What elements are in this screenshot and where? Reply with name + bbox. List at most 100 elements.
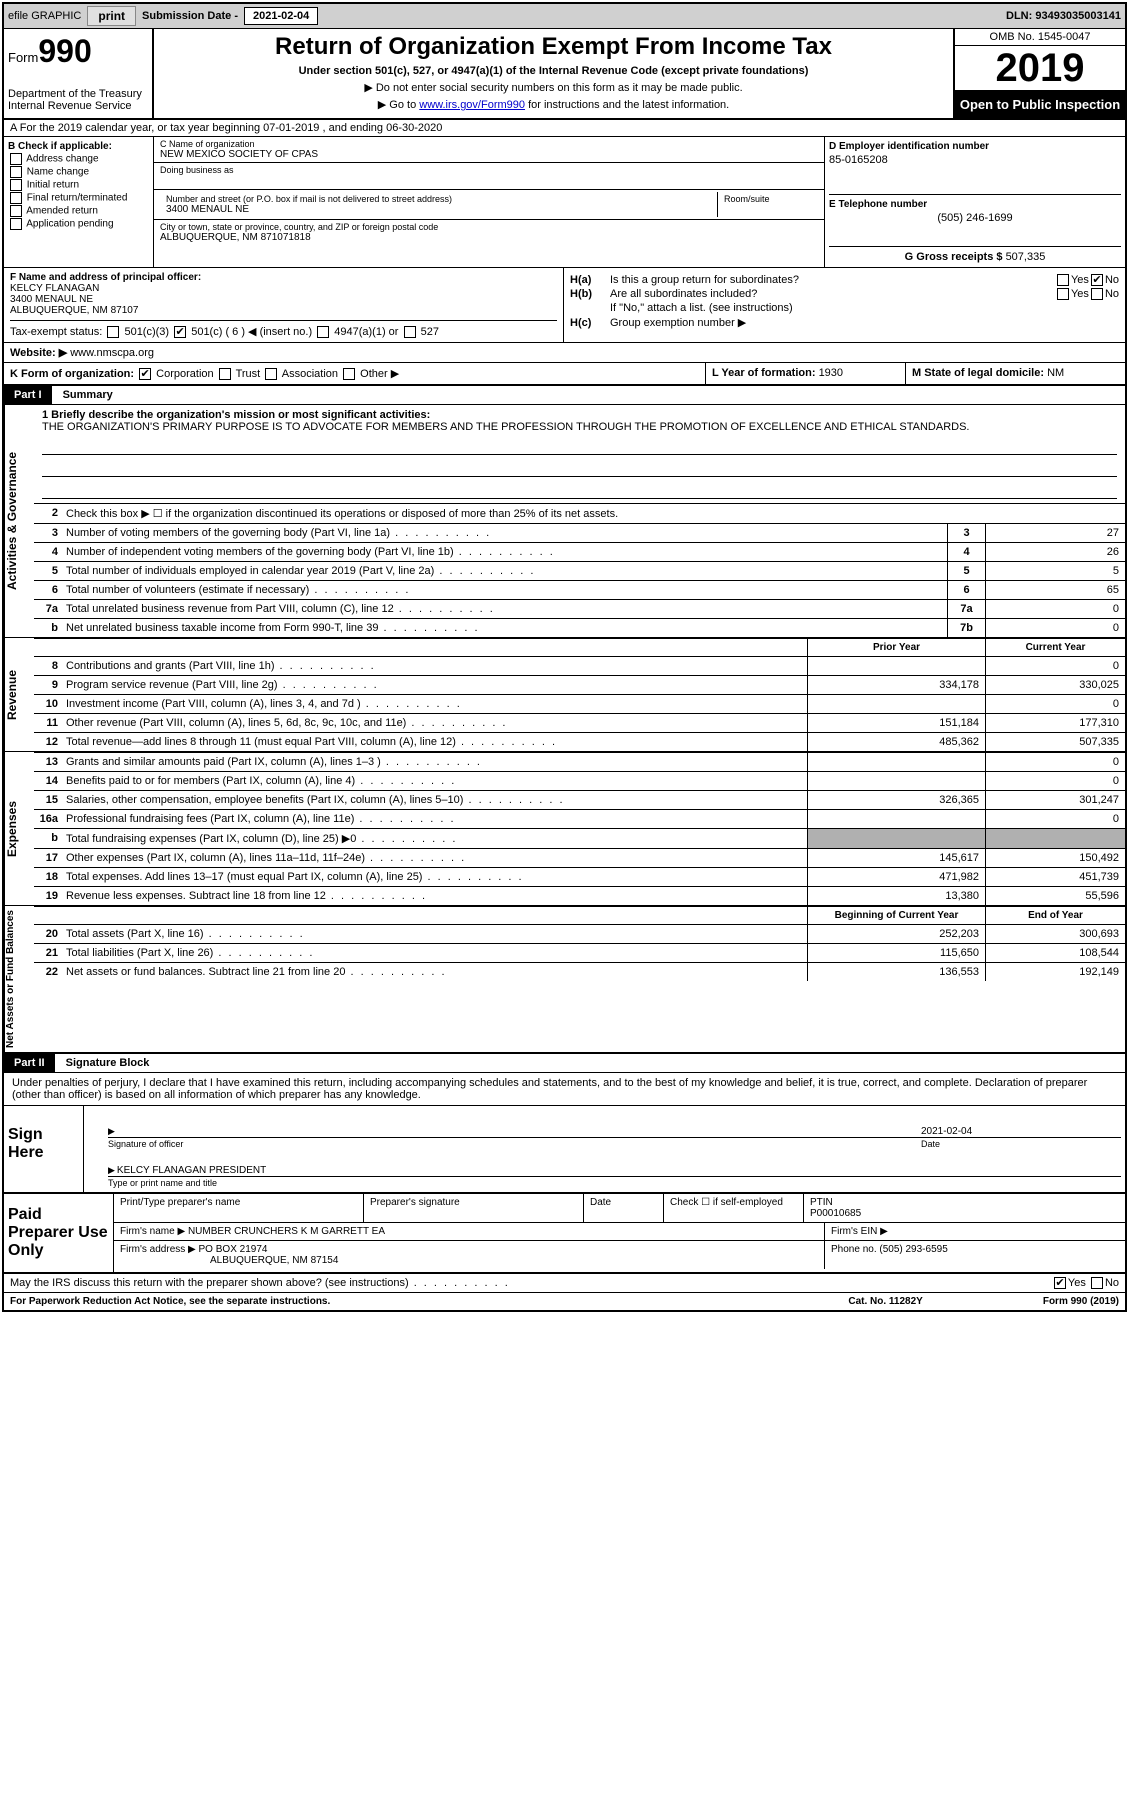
paid-fields: Print/Type preparer's name Preparer's si… xyxy=(114,1194,1125,1272)
k-right: M State of legal domicile: NM xyxy=(905,363,1125,384)
data-row: 15 Salaries, other compensation, employe… xyxy=(34,790,1125,809)
data-row: 19 Revenue less expenses. Subtract line … xyxy=(34,886,1125,905)
c-suite: Room/suite xyxy=(718,192,818,217)
net-header: Beginning of Current Year End of Year xyxy=(34,906,1125,924)
opt-d: 527 xyxy=(421,326,439,338)
line2-text: Check this box ▶ ☐ if the organization d… xyxy=(62,504,1125,523)
data-row: 18 Total expenses. Add lines 13–17 (must… xyxy=(34,867,1125,886)
cb-corp[interactable] xyxy=(139,368,151,380)
c-dba-lbl: Doing business as xyxy=(160,165,818,175)
cb-pending[interactable]: Application pending xyxy=(8,218,149,230)
col-c: C Name of organization NEW MEXICO SOCIET… xyxy=(154,137,825,267)
c-street-lbl: Number and street (or P.O. box if mail i… xyxy=(166,194,711,204)
j-val: www.nmscpa.org xyxy=(70,347,154,359)
firm-ein-lbl: Firm's EIN ▶ xyxy=(825,1223,1125,1240)
discuss-yes[interactable] xyxy=(1054,1277,1066,1289)
cb-527[interactable] xyxy=(404,326,416,338)
cb-501c3[interactable] xyxy=(107,326,119,338)
section-bcd: B Check if applicable: Address change Na… xyxy=(4,137,1125,268)
prep-date-lbl: Date xyxy=(584,1194,664,1222)
hb-yes[interactable] xyxy=(1057,288,1069,300)
row-k: K Form of organization: Corporation Trus… xyxy=(4,363,1125,386)
cb-name-lbl: Name change xyxy=(27,167,89,178)
col-b: B Check if applicable: Address change Na… xyxy=(4,137,154,267)
sig-name-lbl: Type or print name and title xyxy=(108,1178,1121,1188)
end-hdr: End of Year xyxy=(985,907,1125,924)
cb-address[interactable]: Address change xyxy=(8,153,149,165)
gov-row: 5 Total number of individuals employed i… xyxy=(34,561,1125,580)
c-name: NEW MEXICO SOCIETY OF CPAS xyxy=(160,149,818,160)
paperwork-text: For Paperwork Reduction Act Notice, see … xyxy=(10,1296,330,1307)
part2-title: Signature Block xyxy=(58,1057,150,1069)
paid-row-3: Firm's address ▶ PO BOX 21974ALBUQUERQUE… xyxy=(114,1241,1125,1269)
dept-label: Department of the Treasury Internal Reve… xyxy=(8,88,148,112)
irs-link[interactable]: www.irs.gov/Form990 xyxy=(419,99,525,111)
d-phone-lbl: E Telephone number xyxy=(829,199,1121,210)
firm-addr1: PO BOX 21974 xyxy=(199,1244,268,1255)
submission-label: Submission Date - xyxy=(142,10,238,22)
cb-initial[interactable]: Initial return xyxy=(8,179,149,191)
firm-phone: (505) 293-6595 xyxy=(879,1244,947,1255)
c-dba-row: Doing business as xyxy=(154,163,824,190)
paid-row-1: Print/Type preparer's name Preparer's si… xyxy=(114,1194,1125,1223)
prep-check: Check ☐ if self-employed xyxy=(664,1194,804,1222)
ha-no[interactable] xyxy=(1091,274,1103,286)
sign-fields: 2021-02-04 Signature of officerDate KELC… xyxy=(84,1106,1125,1192)
sign-here-block: Sign Here 2021-02-04 Signature of office… xyxy=(4,1106,1125,1194)
cb-501c[interactable] xyxy=(174,326,186,338)
form-word: Form xyxy=(8,50,38,65)
hb-no[interactable] xyxy=(1091,288,1103,300)
rev-header: Prior Year Current Year xyxy=(34,638,1125,656)
cb-4947[interactable] xyxy=(317,326,329,338)
tax-year: 2019 xyxy=(955,46,1125,91)
d-gross: G Gross receipts $ 507,335 xyxy=(829,246,1121,263)
sign-here-lbl: Sign Here xyxy=(4,1106,84,1192)
cb-final-lbl: Final return/terminated xyxy=(27,193,128,204)
m-val: NM xyxy=(1047,367,1064,379)
gov-section: Activities & Governance 1 Briefly descri… xyxy=(4,405,1125,638)
hb-text: Are all subordinates included? xyxy=(610,288,1055,300)
net-section: Net Assets or Fund Balances Beginning of… xyxy=(4,906,1125,1054)
k-mid: L Year of formation: 1930 xyxy=(705,363,905,384)
cb-other[interactable] xyxy=(343,368,355,380)
cb-assoc[interactable] xyxy=(265,368,277,380)
cb-amended-lbl: Amended return xyxy=(26,206,98,217)
gov-tab: Activities & Governance xyxy=(4,405,34,637)
form-number: 990 xyxy=(38,33,91,69)
cb-trust[interactable] xyxy=(219,368,231,380)
prior-hdr: Prior Year xyxy=(807,639,985,656)
print-button[interactable]: print xyxy=(87,6,136,26)
sig-officer-lbl: Signature of officer xyxy=(108,1139,183,1149)
opt-a: 501(c)(3) xyxy=(124,326,169,338)
cb-final[interactable]: Final return/terminated xyxy=(8,192,149,204)
discuss-no[interactable] xyxy=(1091,1277,1103,1289)
d-ein: 85-0165208 xyxy=(829,154,1121,166)
form-title-block: Return of Organization Exempt From Incom… xyxy=(154,29,955,118)
part1-header: Part I Summary xyxy=(4,386,1125,405)
gov-row: 4 Number of independent voting members o… xyxy=(34,542,1125,561)
cb-name[interactable]: Name change xyxy=(8,166,149,178)
footer-discuss: May the IRS discuss this return with the… xyxy=(4,1274,1125,1293)
exp-section: Expenses 13 Grants and similar amounts p… xyxy=(4,752,1125,906)
f-addr2: ALBUQUERQUE, NM 87107 xyxy=(10,305,557,316)
prep-name-lbl: Print/Type preparer's name xyxy=(114,1194,364,1222)
firm-name-lbl: Firm's name ▶ xyxy=(120,1226,185,1237)
data-row: 10 Investment income (Part VIII, column … xyxy=(34,694,1125,713)
j-lbl: Website: ▶ xyxy=(10,347,67,359)
gov-row: b Net unrelated business taxable income … xyxy=(34,618,1125,637)
k-trust: Trust xyxy=(236,368,261,380)
form-right-block: OMB No. 1545-0047 2019 Open to Public In… xyxy=(955,29,1125,118)
cb-amended[interactable]: Amended return xyxy=(8,205,149,217)
data-row: 12 Total revenue—add lines 8 through 11 … xyxy=(34,732,1125,751)
top-bar: efile GRAPHIC print Submission Date - 20… xyxy=(4,4,1125,29)
c-city: ALBUQUERQUE, NM 871071818 xyxy=(160,232,818,243)
ha-yes[interactable] xyxy=(1057,274,1069,286)
ptin-lbl: PTIN xyxy=(810,1197,833,1208)
dln-label: DLN: 93493035003141 xyxy=(1006,10,1121,22)
firm-name: NUMBER CRUNCHERS K M GARRETT EA xyxy=(188,1226,385,1237)
data-row: 14 Benefits paid to or for members (Part… xyxy=(34,771,1125,790)
data-row: 22 Net assets or fund balances. Subtract… xyxy=(34,962,1125,981)
f-lbl: F Name and address of principal officer: xyxy=(10,272,201,283)
d-phone-box: E Telephone number (505) 246-1699 xyxy=(829,194,1121,224)
form-instr-2: ▶ Go to www.irs.gov/Form990 for instruct… xyxy=(160,98,947,111)
